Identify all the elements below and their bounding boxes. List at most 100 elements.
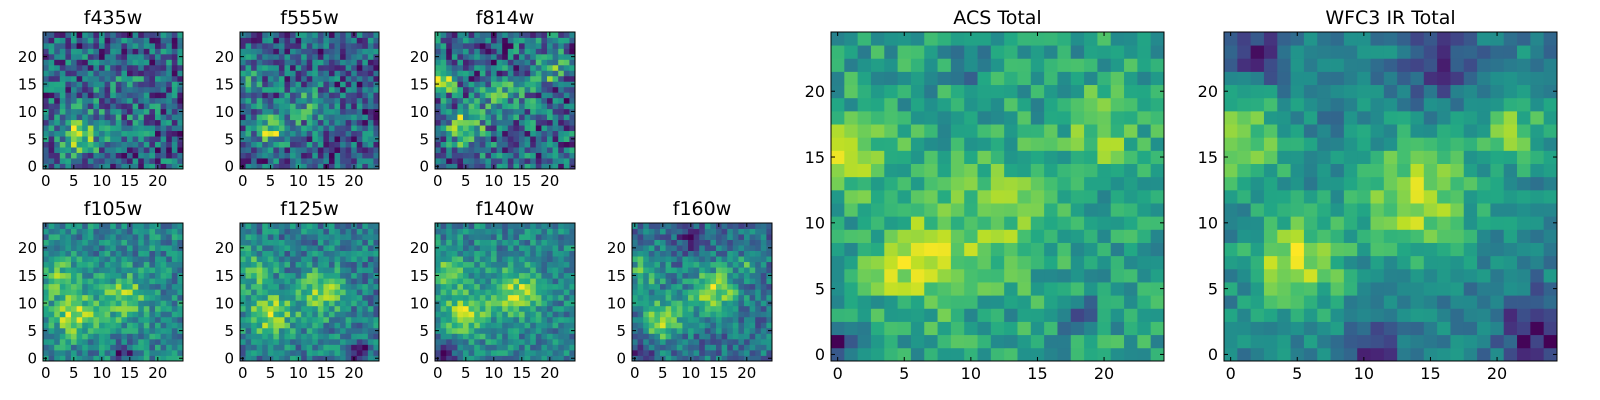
heatmap-cell: [306, 141, 313, 148]
heatmap-cell: [676, 327, 683, 334]
heatmap-cell: [171, 294, 178, 301]
heatmap-cell: [345, 64, 352, 71]
heatmap-cell: [284, 141, 291, 148]
heatmap-cell: [446, 289, 453, 296]
heatmap-cell: [1084, 189, 1098, 204]
heatmap-cell: [262, 147, 269, 153]
heatmap-cell: [71, 42, 77, 49]
heatmap-cell: [884, 203, 898, 217]
heatmap-cell: [138, 59, 145, 66]
heatmap-cell: [48, 37, 55, 44]
heatmap-cell: [240, 256, 246, 263]
heatmap-cell: [457, 311, 464, 318]
heatmap-cell: [440, 152, 447, 159]
heatmap-cell: [367, 136, 374, 142]
heatmap-cell: [632, 294, 638, 301]
heatmap-cell: [535, 92, 542, 99]
heatmap-cell: [530, 311, 537, 318]
heatmap-cell: [485, 349, 492, 356]
heatmap-cell: [240, 239, 246, 246]
heatmap-cell: [127, 261, 133, 268]
heatmap-cell: [340, 42, 347, 49]
heatmap-cell: [48, 278, 55, 285]
heatmap-cell: [558, 119, 565, 126]
heatmap-cell: [351, 267, 358, 274]
heatmap-cell: [43, 278, 49, 285]
heatmap-cell: [245, 289, 252, 296]
heatmap-cell: [306, 81, 313, 88]
heatmap-cell: [71, 136, 77, 142]
heatmap-cell: [563, 81, 570, 88]
heatmap-cell: [262, 322, 269, 329]
heatmap-cell: [367, 32, 374, 38]
heatmap-cell: [569, 92, 576, 99]
heatmap-cell: [362, 278, 369, 285]
heatmap-cell: [519, 228, 525, 235]
heatmap-cell: [367, 278, 374, 285]
heatmap-cell: [491, 234, 497, 240]
heatmap-cell: [351, 141, 358, 148]
heatmap-cell: [334, 97, 341, 104]
x-tick-label: 10: [289, 364, 308, 382]
heatmap-cell: [660, 327, 666, 334]
heatmap-cell: [569, 37, 576, 44]
heatmap-cell: [306, 86, 313, 93]
heatmap-cell: [1084, 176, 1098, 191]
heatmap-cell: [351, 37, 358, 44]
heatmap-cell: [693, 349, 700, 356]
heatmap-cell: [284, 75, 291, 82]
heatmap-cell: [59, 125, 66, 132]
heatmap-cell: [166, 64, 173, 71]
heatmap-cell: [351, 311, 358, 318]
heatmap-cell: [65, 349, 72, 356]
heatmap-cell: [99, 278, 105, 285]
heatmap-cell: [524, 64, 531, 71]
heatmap-cell: [362, 234, 369, 240]
heatmap-cell: [632, 250, 638, 257]
heatmap-cell: [115, 92, 122, 99]
heatmap-cell: [99, 283, 105, 290]
heatmap-cell: [76, 349, 83, 356]
heatmap-cell: [273, 245, 280, 251]
heatmap-cell: [688, 333, 694, 340]
heatmap-cell: [716, 267, 722, 274]
heatmap-cell: [65, 70, 72, 77]
heatmap-cell: [340, 349, 347, 356]
heatmap-cell: [1004, 268, 1018, 283]
heatmap-cell: [721, 333, 728, 340]
heatmap-cell: [312, 278, 319, 285]
heatmap-cell: [362, 147, 369, 153]
heatmap-cell: [48, 223, 55, 229]
heatmap-cell: [340, 322, 347, 329]
heatmap-cell: [530, 86, 537, 93]
heatmap-cell: [547, 294, 553, 301]
heatmap-cell: [535, 245, 542, 251]
heatmap-cell: [558, 103, 565, 110]
heatmap-cell: [964, 308, 978, 322]
heatmap-cell: [295, 305, 302, 312]
heatmap-cell: [256, 305, 263, 312]
heatmap-cell: [530, 158, 537, 164]
heatmap-cell: [457, 250, 464, 257]
heatmap-cell: [435, 250, 441, 257]
heatmap-cell: [284, 272, 291, 279]
heatmap-cell: [82, 322, 89, 329]
heatmap-cell: [699, 349, 706, 356]
heatmap-cell: [457, 86, 464, 93]
heatmap-cell: [323, 228, 330, 235]
heatmap-cell: [463, 316, 469, 323]
heatmap-cell: [54, 108, 61, 115]
heatmap-cell: [937, 203, 952, 217]
heatmap-cell: [262, 250, 269, 257]
heatmap-cell: [328, 92, 335, 99]
heatmap-cell: [654, 283, 661, 290]
heatmap-cell: [160, 130, 167, 137]
heatmap-cell: [284, 97, 291, 104]
heatmap-cell: [104, 86, 111, 93]
heatmap-cell: [710, 316, 717, 323]
heatmap-cell: [844, 150, 859, 164]
heatmap-cell: [328, 344, 335, 351]
heatmap-cell: [884, 347, 898, 362]
heatmap-cell: [306, 158, 313, 164]
heatmap-cell: [328, 283, 335, 290]
